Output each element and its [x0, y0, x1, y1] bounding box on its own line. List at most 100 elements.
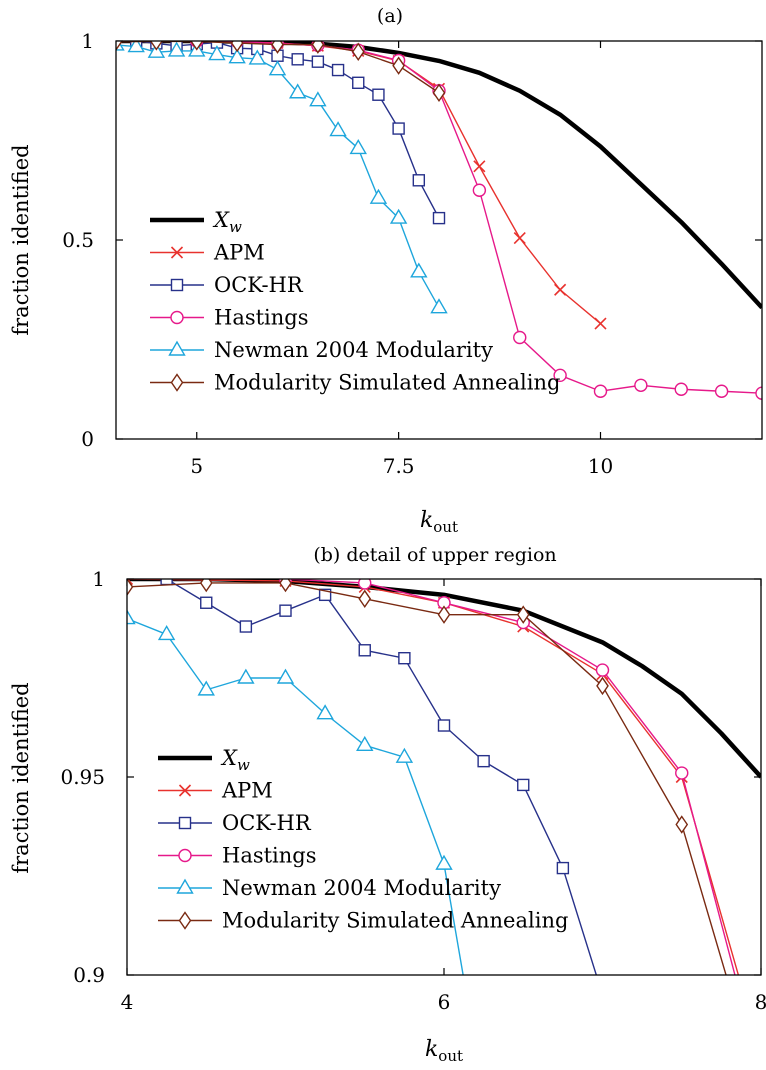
legend-label-modularity-simulated-annealing: Modularity Simulated Annealing: [222, 909, 568, 933]
data-point-newman-2004-modularity: [435, 854, 453, 870]
legend-label-x-w: Xw: [212, 208, 242, 236]
x-tick-label: 8: [755, 990, 766, 1014]
legend-label-x-w: Xw: [220, 746, 250, 774]
data-point-apm: [554, 283, 567, 296]
y-tick-label: 0.5: [62, 228, 94, 252]
legend-label-ock-hr: OCK-HR: [222, 811, 312, 835]
plot-frame: [115, 40, 763, 440]
series-line-x-w: [116, 41, 762, 310]
legend-label-modularity-simulated-annealing: Modularity Simulated Annealing: [214, 371, 560, 395]
series-group: [116, 41, 762, 400]
x-axis-label: kout: [425, 1037, 463, 1065]
legend-marker-ock-hr: [170, 278, 184, 292]
data-point-ock-hr: [318, 588, 332, 602]
legend-marker-apm: [178, 784, 192, 797]
data-point-newman-2004-modularity: [157, 625, 176, 641]
data-point-newman-2004-modularity: [237, 668, 255, 684]
x-tick-label: 4: [121, 990, 134, 1014]
plot-frame: [126, 578, 762, 976]
chart-title: (a): [377, 5, 403, 27]
data-point-apm: [473, 160, 486, 173]
data-point-newman-2004-modularity: [197, 680, 215, 696]
series-line-ock-hr: [166, 579, 598, 975]
data-point-hastings: [634, 378, 648, 392]
legend-marker-hastings: [178, 848, 192, 863]
data-point-modularity-simulated-annealing: [358, 589, 372, 609]
data-point-hastings: [472, 183, 487, 197]
data-point-modularity-simulated-annealing: [230, 41, 244, 53]
y-axis-label: fraction identified: [9, 144, 33, 335]
data-point-ock-hr: [556, 861, 570, 875]
legend-marker-apm: [170, 246, 184, 259]
data-point-newman-2004-modularity: [268, 60, 287, 76]
legend-label-apm: APM: [221, 779, 273, 803]
series-group: [127, 579, 761, 1000]
series-line-ock-hr: [136, 41, 440, 219]
legend-label-ock-hr: OCK-HR: [214, 273, 304, 297]
legend-marker-modularity-simulated-annealing: [170, 373, 184, 392]
data-point-modularity-simulated-annealing: [392, 56, 405, 75]
x-tick-label: 10: [588, 454, 613, 478]
data-point-apm: [594, 317, 607, 330]
data-point-modularity-simulated-annealing: [351, 42, 365, 61]
chart-panel-b: (b) detail of upper region fraction iden…: [9, 544, 766, 1065]
chart-panel-a: (a) fraction identified kout 5 7.5 10 0 0.5 1…: [9, 5, 763, 536]
data-point-ock-hr: [392, 122, 405, 135]
x-tick-label: 6: [438, 990, 451, 1014]
data-point-ock-hr: [597, 989, 608, 1000]
legend-marker-newman-2004-modularity: [176, 878, 194, 894]
y-tick-label: 0: [81, 427, 94, 451]
data-point-newman-2004-modularity: [430, 298, 448, 314]
legend-marker-hastings: [170, 310, 184, 325]
legend-label-newman-2004-modularity: Newman 2004 Modularity: [214, 338, 493, 362]
data-point-modularity-simulated-annealing: [437, 605, 451, 624]
x-axis-label: kout: [420, 508, 458, 536]
data-point-modularity-simulated-annealing: [190, 41, 204, 51]
data-point-ock-hr: [358, 644, 371, 657]
data-point-newman-2004-modularity: [288, 83, 307, 99]
data-point-newman-2004-modularity: [329, 121, 347, 137]
data-point-newman-2004-modularity: [389, 208, 408, 224]
chart-title: (b) detail of upper region: [313, 544, 556, 566]
data-point-modularity-simulated-annealing: [127, 579, 134, 597]
data-point-hastings: [593, 384, 608, 398]
data-point-hastings: [674, 382, 688, 396]
data-point-hastings: [755, 386, 762, 400]
data-point-modularity-simulated-annealing: [116, 41, 123, 52]
y-tick-label: 0.95: [60, 765, 105, 789]
data-point-modularity-simulated-annealing: [279, 579, 292, 593]
data-point-newman-2004-modularity: [349, 139, 367, 155]
data-point-newman-2004-modularity: [127, 609, 136, 625]
data-point-modularity-simulated-annealing: [675, 815, 689, 834]
data-point-modularity-simulated-annealing: [271, 41, 284, 54]
data-point-ock-hr: [432, 211, 446, 225]
legend-label-apm: APM: [213, 241, 265, 265]
data-point-newman-2004-modularity: [410, 262, 428, 278]
data-point-hastings: [553, 368, 567, 383]
data-point-ock-hr: [437, 719, 451, 732]
data-point-hastings: [358, 579, 372, 590]
data-point-ock-hr: [517, 778, 530, 792]
data-point-apm: [127, 579, 134, 586]
x-tick-label: 5: [190, 454, 203, 478]
legend-label-hastings: Hastings: [222, 844, 317, 868]
y-axis-label: fraction identified: [9, 682, 33, 873]
data-point-ock-hr: [311, 55, 325, 68]
legend-label-newman-2004-modularity: Newman 2004 Modularity: [222, 876, 501, 900]
data-point-newman-2004-modularity: [127, 41, 145, 53]
legend-marker-newman-2004-modularity: [168, 340, 186, 356]
data-point-modularity-simulated-annealing: [311, 41, 325, 54]
data-point-newman-2004-modularity: [208, 45, 226, 61]
data-point-ock-hr: [352, 76, 365, 89]
series-line-newman-2004-modularity: [127, 617, 464, 975]
data-point-modularity-simulated-annealing: [432, 83, 446, 102]
x-tick-label: 7.5: [383, 454, 415, 478]
data-point-newman-2004-modularity: [309, 91, 327, 107]
data-point-ock-hr: [331, 63, 345, 77]
series-line-hastings: [285, 579, 736, 975]
data-point-newman-2004-modularity: [369, 188, 388, 204]
data-point-ock-hr: [279, 604, 292, 617]
data-point-newman-2004-modularity: [356, 735, 374, 752]
data-point-modularity-simulated-annealing: [199, 579, 213, 593]
